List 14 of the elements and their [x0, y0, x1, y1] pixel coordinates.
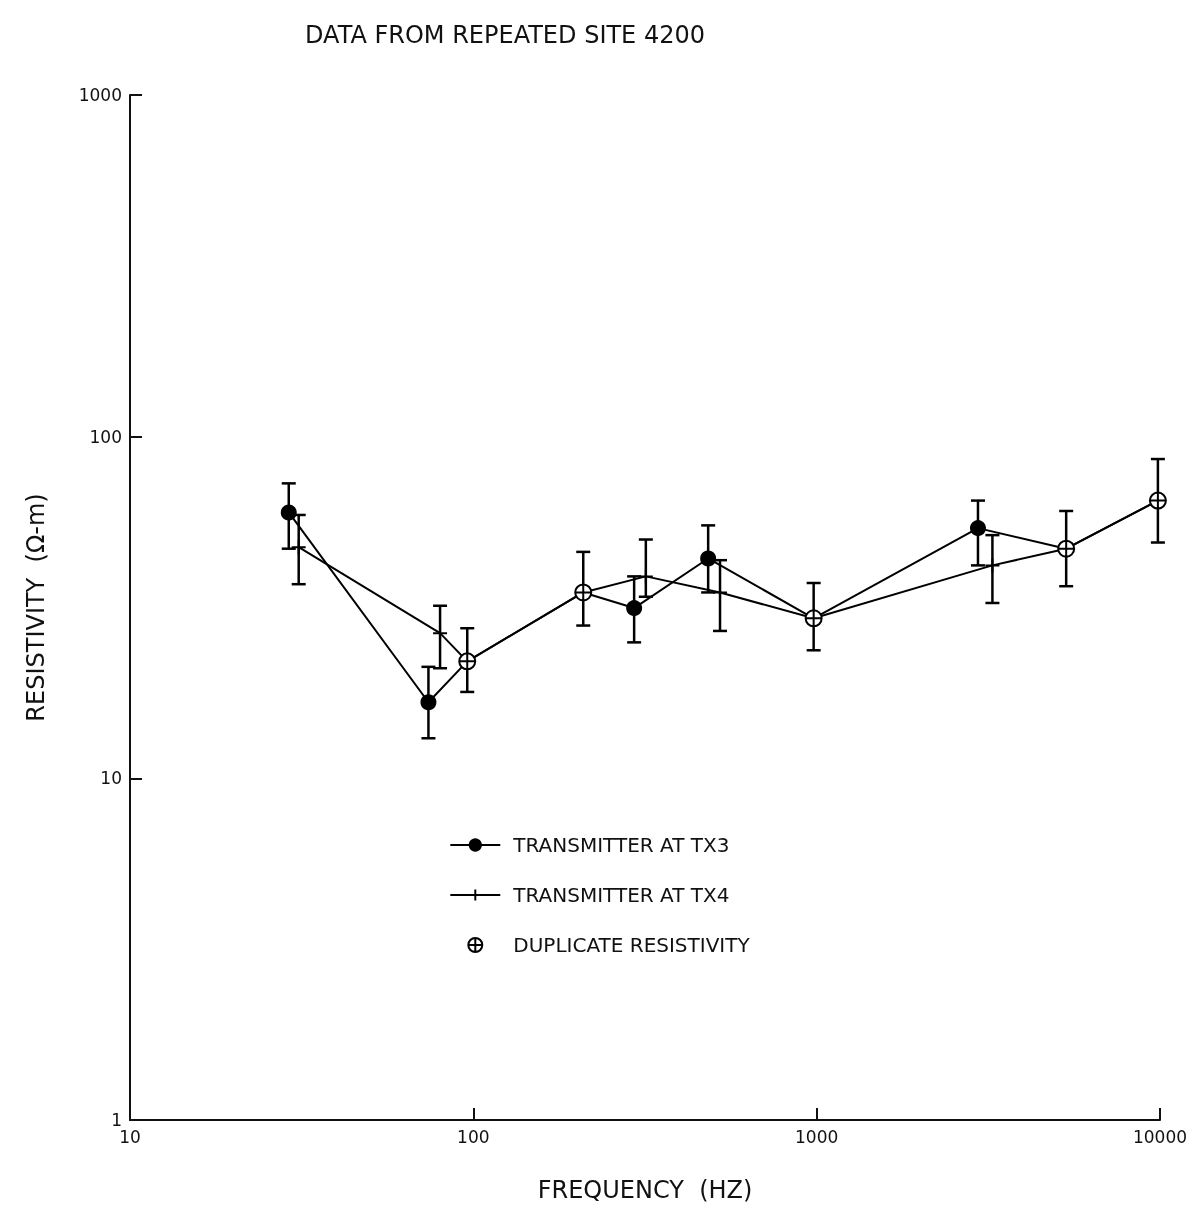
y-axis-title: RESISTIVITY (Ω-m) [22, 493, 50, 722]
x-tick-label: 10000 [1132, 1126, 1188, 1147]
legend-label: TRANSMITTER AT TX4 [512, 883, 730, 907]
y-tick-label: 1 [111, 1110, 122, 1130]
x-tick-label: 100 [457, 1126, 490, 1147]
x-tick-label: 1000 [795, 1126, 839, 1147]
y-tick-label: 1000 [78, 85, 122, 105]
x-axis-title: FREQUENCY (HZ) [537, 1176, 753, 1204]
y-tick-label: 100 [89, 426, 122, 447]
chart-title: DATA FROM REPEATED SITE 4200 [305, 21, 705, 49]
y-tick-label: 10 [100, 768, 122, 789]
legend-label: DUPLICATE RESISTIVITY [513, 933, 751, 957]
x-tick-label: 10 [119, 1126, 141, 1147]
legend-label: TRANSMITTER AT TX3 [512, 833, 730, 857]
